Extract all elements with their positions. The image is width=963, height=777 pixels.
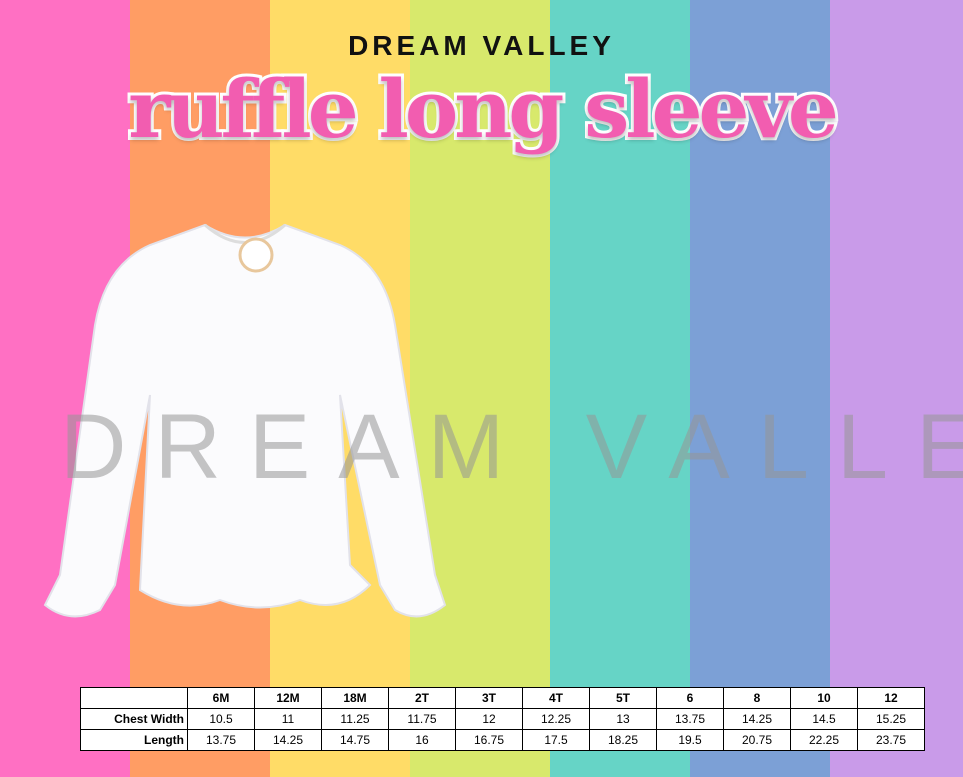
header-cell: 12 <box>857 687 925 709</box>
stripe <box>550 0 690 777</box>
table-cell: 17.5 <box>522 729 590 751</box>
table-cell: Chest Width <box>80 708 188 730</box>
header-cell: 6M <box>187 687 255 709</box>
header-cell: 8 <box>723 687 791 709</box>
table-cell: 15.25 <box>857 708 925 730</box>
table-cell: 13.75 <box>656 708 724 730</box>
header-cell: 12M <box>254 687 322 709</box>
header-cell: 2T <box>388 687 456 709</box>
table-cell: 19.5 <box>656 729 724 751</box>
table-cell: 13.75 <box>187 729 255 751</box>
header-cell: 10 <box>790 687 858 709</box>
header-cell: 4T <box>522 687 590 709</box>
table-cell: 11.25 <box>321 708 389 730</box>
brand: DREAM VALLEY <box>348 30 615 61</box>
header-cell: 5T <box>589 687 657 709</box>
table-cell: 16 <box>388 729 456 751</box>
shirt <box>43 223 447 618</box>
table-header: 6M 12M 18M 2T 3T 4T 5T 6 8 10 12 <box>80 687 925 709</box>
table-cell: 22.25 <box>790 729 858 751</box>
table-cell: 14.25 <box>254 729 322 751</box>
stripe <box>830 0 963 777</box>
header-cell: 3T <box>455 687 523 709</box>
stripe <box>690 0 830 777</box>
stripe <box>410 0 550 777</box>
header-cell: 18M <box>321 687 389 709</box>
table-row: Chest Width 10.5 11 11.25 11.75 12 12.25 13 13.7… <box>80 708 925 730</box>
table-cell: 14.25 <box>723 708 791 730</box>
table-cell: 12.25 <box>522 708 590 730</box>
title: ruffle long sleeve <box>125 59 842 159</box>
watermark: DREAM VALLEY <box>60 396 963 498</box>
size-table: 6M 12M 18M 2T 3T 4T 5T 6 8 10 12 Chest Width 10.5 11 1… <box>80 687 925 751</box>
table-cell: 18.25 <box>589 729 657 751</box>
table-cell: 12 <box>455 708 523 730</box>
table-cell: 14.75 <box>321 729 389 751</box>
table-row: Length 13.75 14.25 14.75 16 16.75 17.5 18.25 19.… <box>80 729 925 751</box>
table-cell: 14.5 <box>790 708 858 730</box>
table-cell: 13 <box>589 708 657 730</box>
header-cell: 6 <box>656 687 724 709</box>
table-cell: 10.5 <box>187 708 255 730</box>
table-cell: 11.75 <box>388 708 456 730</box>
table-cell: Length <box>80 729 188 751</box>
table-cell: 20.75 <box>723 729 791 751</box>
table-cell: 23.75 <box>857 729 925 751</box>
table-cell: 16.75 <box>455 729 523 751</box>
header-cell <box>80 687 188 709</box>
table-cell: 11 <box>254 708 322 730</box>
